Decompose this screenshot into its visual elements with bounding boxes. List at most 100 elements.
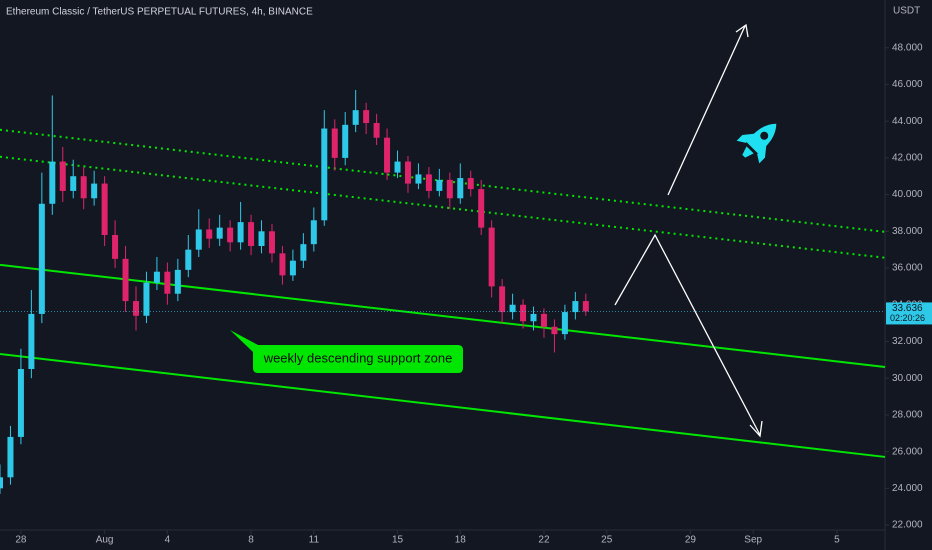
candle-body (582, 301, 589, 312)
last-price-label: 33.636 (892, 303, 923, 314)
x-tick-label: 11 (309, 535, 320, 546)
candle-body (561, 312, 568, 335)
candle-body (174, 269, 181, 294)
y-tick-label: 36.000 (892, 263, 923, 274)
plot (0, 89, 886, 494)
candle-body (206, 229, 213, 239)
x-tick-label: Sep (744, 535, 762, 546)
candle-body (572, 301, 579, 313)
y-tick-label: 38.000 (892, 226, 923, 237)
trendline (0, 263, 886, 368)
candle-body (530, 313, 537, 322)
candle-body (342, 124, 349, 158)
candle-body (540, 313, 547, 327)
y-tick-label: 48.000 (892, 42, 923, 53)
x-tick-label: 25 (601, 535, 613, 546)
candle-body (153, 271, 160, 283)
candle-body (415, 174, 422, 184)
candle-body (499, 286, 506, 313)
candle-body (478, 189, 485, 228)
x-tick-label: 5 (834, 535, 840, 546)
projection-arrow (667, 25, 746, 196)
candle-body (164, 271, 171, 294)
trendline (0, 352, 886, 458)
trendline (0, 128, 886, 233)
rocket-icon (736, 123, 777, 164)
candle-body (436, 179, 443, 191)
y-tick-label: 46.000 (892, 79, 923, 90)
arrow-head (749, 420, 763, 438)
candle-body (38, 203, 45, 314)
candle-body (509, 304, 516, 313)
candle-body (300, 244, 307, 261)
y-tick-label: 32.000 (892, 336, 923, 347)
candle-body (0, 477, 3, 489)
candle-body (227, 227, 234, 243)
candle-body (321, 128, 328, 221)
x-tick-label: 22 (538, 535, 550, 546)
candle-body (310, 220, 317, 245)
candle-body (404, 161, 411, 184)
y-tick-label: 44.000 (892, 116, 923, 127)
candle-body (80, 176, 87, 199)
y-tick-label: 42.000 (892, 153, 923, 164)
y-tick-label: 26.000 (892, 446, 923, 457)
candle-body (49, 161, 56, 204)
y-tick-label: 40.000 (892, 189, 923, 200)
candle-body (446, 179, 453, 199)
candle-body (394, 161, 401, 173)
candle-body (488, 227, 495, 287)
candle-body (216, 227, 223, 239)
y-tick-label: 28.000 (892, 410, 923, 421)
y-axis-unit: USDT (893, 6, 920, 17)
x-tick-label: 4 (165, 535, 171, 546)
candle-body (520, 304, 527, 322)
candle-body (132, 301, 139, 316)
countdown: 02:20:26 (890, 313, 925, 323)
trendline (0, 155, 886, 259)
candle-body (91, 183, 98, 199)
candle-body (70, 176, 77, 191)
candle-body (289, 260, 296, 276)
candle-body (384, 137, 391, 173)
candle-body (59, 161, 66, 191)
arrow-head (735, 23, 749, 38)
x-tick-label: Aug (96, 535, 114, 546)
candle-body (17, 368, 24, 437)
candle-body (237, 222, 244, 243)
candle-body (28, 313, 35, 369)
candle-body (457, 178, 464, 199)
candle-body (425, 174, 432, 191)
candle-body (112, 234, 119, 259)
projection-arrow (614, 233, 761, 436)
callout-box (230, 330, 463, 373)
candle-body (122, 258, 129, 302)
candle-body (185, 249, 192, 270)
x-tick-label: 29 (685, 535, 697, 546)
x-tick-label: 18 (455, 535, 467, 546)
chart-title: Ethereum Classic / TetherUS PERPETUAL FU… (6, 7, 313, 18)
x-tick-label: 8 (248, 535, 254, 546)
y-tick-label: 30.000 (892, 373, 923, 384)
candle-body (101, 183, 108, 235)
candle-body (195, 229, 202, 250)
x-tick-label: 15 (392, 535, 404, 546)
candle-body (467, 178, 474, 190)
y-tick-label: 24.000 (892, 483, 923, 494)
y-tick-label: 22.000 (892, 520, 923, 531)
candle-body (373, 122, 380, 138)
candle-body (331, 128, 338, 158)
candle-body (363, 110, 370, 123)
last-price-box (886, 302, 932, 325)
candle-body (7, 436, 14, 478)
annotation: weekly descending support zone (263, 350, 453, 365)
candle-body (352, 110, 359, 125)
candle-body (248, 222, 255, 246)
candle-body (258, 231, 265, 246)
candle-body (279, 253, 286, 276)
candle-body (268, 231, 275, 254)
x-tick-label: 28 (15, 535, 27, 546)
